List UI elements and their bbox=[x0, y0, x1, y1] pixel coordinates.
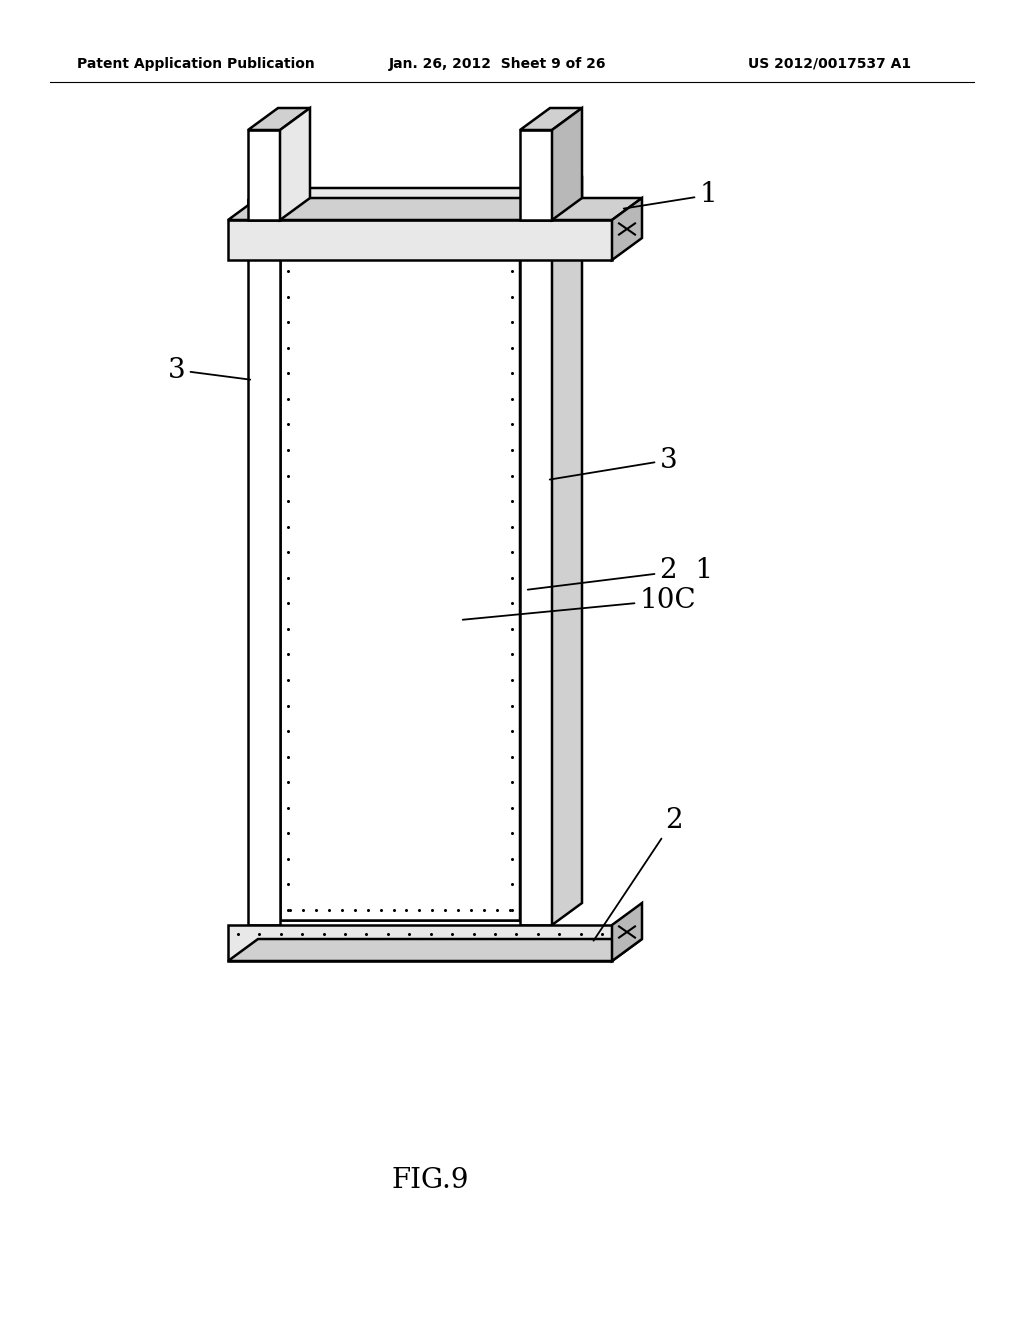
Polygon shape bbox=[612, 903, 642, 961]
Polygon shape bbox=[520, 108, 582, 129]
Polygon shape bbox=[280, 210, 520, 920]
Polygon shape bbox=[248, 108, 310, 129]
Text: 1: 1 bbox=[624, 181, 718, 209]
Polygon shape bbox=[520, 187, 550, 920]
Polygon shape bbox=[228, 925, 612, 961]
Polygon shape bbox=[552, 108, 582, 220]
Polygon shape bbox=[520, 129, 552, 220]
Polygon shape bbox=[280, 187, 550, 210]
Polygon shape bbox=[552, 178, 582, 925]
Polygon shape bbox=[520, 178, 582, 201]
Polygon shape bbox=[248, 129, 280, 220]
Text: 10C: 10C bbox=[463, 586, 696, 619]
Text: 3: 3 bbox=[550, 446, 678, 479]
Polygon shape bbox=[612, 198, 642, 260]
Text: Jan. 26, 2012  Sheet 9 of 26: Jan. 26, 2012 Sheet 9 of 26 bbox=[389, 57, 606, 71]
Text: 2  1: 2 1 bbox=[527, 557, 713, 590]
Text: 2: 2 bbox=[594, 807, 683, 941]
Polygon shape bbox=[280, 108, 310, 220]
Polygon shape bbox=[228, 220, 612, 260]
Text: 3: 3 bbox=[167, 356, 250, 384]
Polygon shape bbox=[228, 939, 642, 961]
Polygon shape bbox=[280, 210, 520, 920]
Text: US 2012/0017537 A1: US 2012/0017537 A1 bbox=[748, 57, 910, 71]
Polygon shape bbox=[248, 201, 280, 925]
Polygon shape bbox=[248, 178, 310, 201]
Polygon shape bbox=[520, 201, 552, 925]
Text: Patent Application Publication: Patent Application Publication bbox=[77, 57, 314, 71]
Text: FIG.9: FIG.9 bbox=[391, 1167, 469, 1193]
Polygon shape bbox=[228, 198, 642, 220]
